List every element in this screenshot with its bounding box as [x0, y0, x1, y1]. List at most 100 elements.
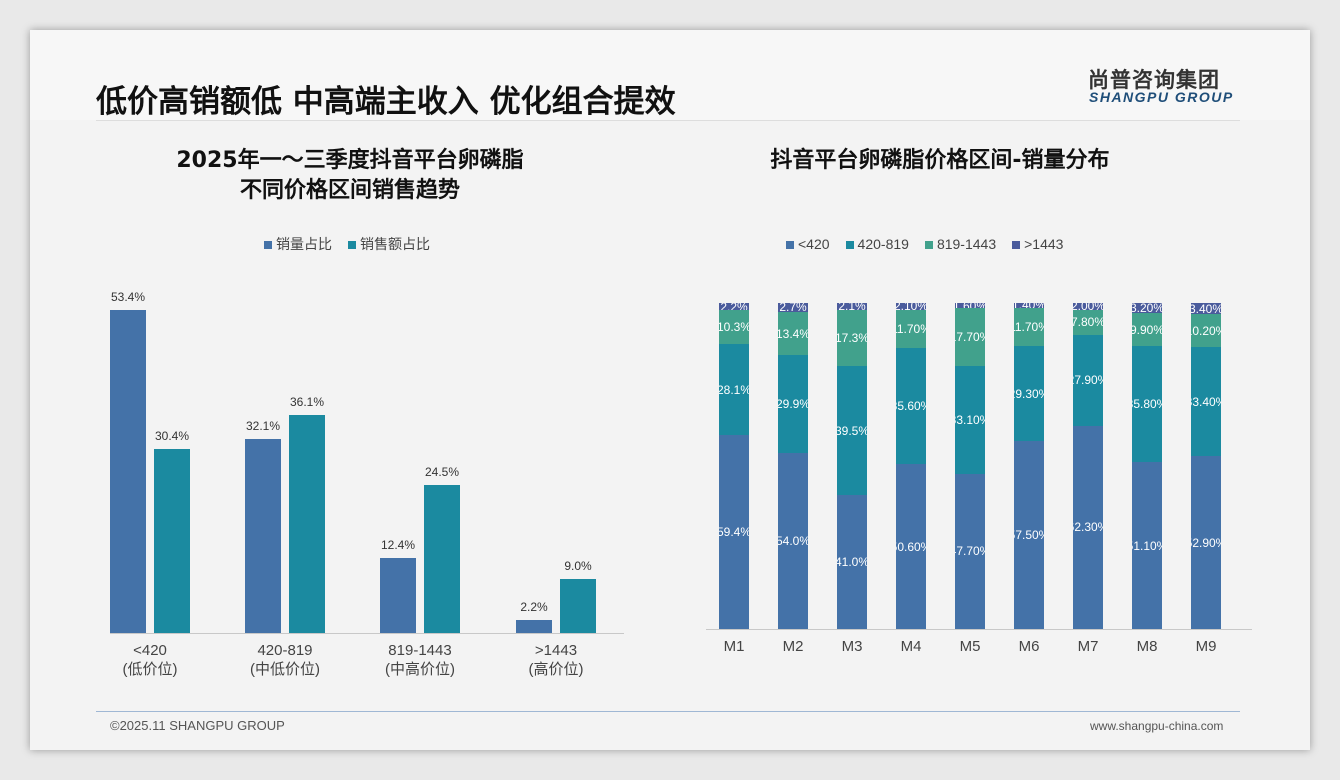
data-label: 36.1%	[289, 394, 325, 409]
logo-en: SHANGPU GROUP	[1089, 89, 1234, 105]
stacked-segment: 2.00%	[1073, 303, 1103, 310]
legend-label: 销售额占比	[360, 236, 430, 252]
stacked-segment: 28.1%	[719, 343, 749, 436]
legend-label: 销量占比	[276, 236, 332, 252]
x-tick-sublabel: (中低价位)	[250, 661, 320, 678]
legend-item: 420-819	[845, 236, 909, 252]
right-chart: 59.4% 28.1% 10.3% 2.2% M1 54.0% 29.9% 13.4% 2.7%…	[30, 30, 1310, 710]
x-tick-label: M7	[1077, 638, 1099, 655]
bar	[289, 414, 325, 633]
bar	[110, 309, 146, 633]
bar	[380, 557, 416, 633]
stacked-segment: 11.70%	[1014, 307, 1044, 346]
stacked-segment: 2.10%	[896, 303, 926, 310]
data-label: 2.2%	[520, 599, 548, 614]
stacked-segment: 29.9%	[778, 355, 808, 453]
stacked-segment: 9.90%	[1132, 313, 1162, 346]
data-label: 32.1%	[245, 418, 281, 433]
left-chart-title-line2: 不同价格区间销售趋势	[239, 178, 460, 203]
x-tick-label: M2	[782, 638, 804, 655]
x-tick-sublabel: (低价位)	[122, 661, 178, 678]
legend-item: <420	[786, 236, 830, 252]
x-axis-line	[706, 629, 1252, 630]
stacked-segment: 51.10%	[1132, 462, 1162, 629]
legend-item: 819-1443	[924, 236, 997, 252]
right-legend: <420 420-819 819-1443 >1443	[786, 236, 1063, 252]
stacked-segment: 35.60%	[896, 347, 926, 465]
x-tick-label: 819-1443	[388, 642, 452, 659]
legend-swatch	[845, 241, 854, 249]
bar	[154, 449, 190, 633]
legend-label: <420	[798, 236, 830, 252]
bar	[424, 484, 460, 633]
left-chart-title: 2025年一～三季度抖音平台卵磷脂 不同价格区间销售趋势	[100, 146, 600, 206]
stacked-segment: 27.90%	[1073, 334, 1103, 426]
footer-url: www.shangpu-china.com	[1090, 719, 1224, 733]
stacked-segment: 11.70%	[896, 309, 926, 348]
stacked-segment: 33.40%	[1191, 347, 1221, 457]
legend-swatch	[786, 241, 794, 249]
bar	[245, 438, 281, 633]
x-tick-label: 420-819	[257, 642, 313, 659]
stacked-segment: 35.80%	[1132, 345, 1162, 463]
stacked-segment: 54.0%	[778, 452, 808, 629]
bar	[560, 578, 596, 633]
stacked-segment: 50.60%	[896, 464, 926, 629]
stacked-segment: 29.30%	[1014, 345, 1044, 442]
legend-item: 销量占比	[264, 234, 332, 254]
legend-item: 销售额占比	[348, 234, 430, 254]
stacked-segment: 62.30%	[1073, 425, 1103, 629]
x-tick-sublabel: (高价位)	[528, 661, 584, 678]
stacked-segment: 10.20%	[1191, 314, 1221, 348]
data-label: 9.0%	[564, 558, 592, 573]
stacked-segment: 39.5%	[837, 366, 867, 496]
x-tick-sublabel: (中高价位)	[385, 661, 455, 678]
stacked-segment: 52.90%	[1191, 456, 1221, 629]
stacked-segment: 3.20%	[1132, 303, 1162, 314]
legend-item: >1443	[1012, 236, 1063, 252]
x-axis-line	[110, 633, 624, 634]
left-chart: 53.4% 30.4% <420 (低价位) 32.1% 36.1% 420-819 (中低价…	[30, 30, 670, 710]
left-chart-title-line1: 2025年一～三季度抖音平台卵磷脂	[176, 148, 524, 173]
stacked-segment: 1.60%	[955, 303, 985, 309]
stacked-segment: 7.80%	[1073, 309, 1103, 335]
x-tick-label: <420	[133, 642, 167, 659]
legend-swatch	[924, 241, 933, 249]
logo-cn: 尚普咨询集团	[1088, 68, 1220, 92]
stacked-segment: 2.1%	[837, 303, 867, 310]
stacked-segment: 47.70%	[955, 473, 985, 629]
left-legend: 销量占比 销售额占比	[264, 234, 430, 254]
stacked-segment: 59.4%	[719, 435, 749, 629]
legend-label: 819-1443	[936, 236, 997, 252]
slide: 低价高销额低 中高端主收入 优化组合提效 尚普咨询集团 SHANGPU GROU…	[30, 30, 1310, 750]
legend-swatch	[348, 241, 356, 249]
x-tick-label: M4	[900, 638, 922, 655]
stacked-segment: 2.2%	[719, 303, 749, 311]
stacked-segment: 10.3%	[719, 310, 749, 344]
legend-swatch	[1012, 241, 1021, 249]
header-divider	[96, 120, 1240, 121]
x-tick-label: >1443	[534, 642, 578, 659]
x-tick-label: M5	[959, 638, 981, 655]
x-tick-label: M8	[1136, 638, 1158, 655]
x-tick-label: M9	[1195, 638, 1217, 655]
stacked-segment: 17.3%	[837, 309, 867, 367]
legend-swatch	[264, 241, 272, 249]
stacked-segment: 2.7%	[778, 303, 808, 312]
data-label: 12.4%	[380, 537, 416, 552]
x-tick-label: M3	[841, 638, 863, 655]
stacked-segment: 17.70%	[955, 308, 985, 366]
footer-divider	[96, 711, 1240, 712]
bar	[516, 619, 552, 633]
x-tick-label: M6	[1018, 638, 1040, 655]
stacked-segment: 41.0%	[837, 495, 867, 629]
data-label: 53.4%	[110, 289, 146, 304]
footer-copyright: ©2025.11 SHANGPU GROUP	[110, 718, 285, 733]
page-title: 低价高销额低 中高端主收入 优化组合提效	[96, 84, 676, 120]
legend-label: >1443	[1024, 236, 1064, 252]
data-label: 24.5%	[424, 464, 460, 479]
stacked-segment: 57.50%	[1014, 441, 1044, 629]
header-band	[30, 30, 1310, 120]
x-tick-label: M1	[723, 638, 745, 655]
right-chart-title: 抖音平台卵磷脂价格区间-销量分布	[770, 148, 1110, 173]
